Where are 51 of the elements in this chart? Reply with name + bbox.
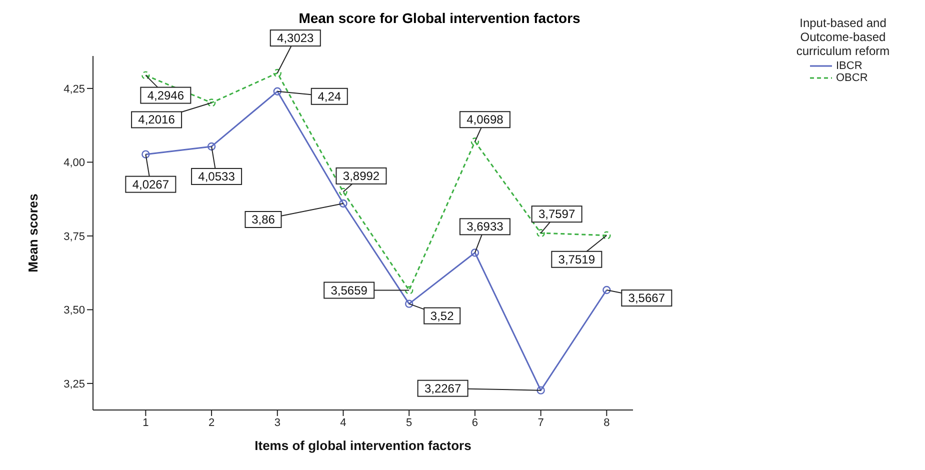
data-label: 3,7519 xyxy=(558,252,596,266)
data-label: 4,24 xyxy=(318,89,342,104)
data-label: 3,7597 xyxy=(538,207,576,222)
point xyxy=(273,68,282,78)
x-tick-label: 4 xyxy=(340,416,346,429)
data-label: 4,0698 xyxy=(466,112,504,127)
x-tick-label: 2 xyxy=(208,416,215,429)
point xyxy=(207,142,216,151)
point xyxy=(207,98,216,107)
y-tick-label: 3,25 xyxy=(64,378,85,390)
y-axis-title: Mean scores xyxy=(26,194,41,272)
point xyxy=(339,188,348,196)
point xyxy=(405,286,414,294)
point xyxy=(536,386,545,394)
data-label: 3,8992 xyxy=(342,168,380,183)
point xyxy=(470,138,480,146)
point xyxy=(602,286,611,294)
point xyxy=(602,231,611,240)
x-tick-label: 7 xyxy=(538,416,544,429)
point xyxy=(142,71,150,80)
x-tick-label: 8 xyxy=(604,416,610,429)
point xyxy=(339,199,348,208)
data-label: 4,2946 xyxy=(147,88,184,102)
data-label: 3,5659 xyxy=(330,283,368,298)
point xyxy=(470,248,480,257)
x-axis-title: Items of global intervention factors xyxy=(254,438,472,453)
data-label: 4,2016 xyxy=(138,112,176,127)
legend-label: IBCR xyxy=(836,60,864,72)
data-label: 4,3023 xyxy=(277,31,314,46)
y-tick-label: 4,25 xyxy=(64,83,85,96)
point xyxy=(536,228,545,238)
x-tick-label: 3 xyxy=(274,416,280,429)
legend-title: Input-based and Outcome-based curriculum reform xyxy=(795,16,891,58)
data-label: 3,52 xyxy=(430,308,454,323)
point xyxy=(405,300,414,308)
y-tick-label: 3,75 xyxy=(64,230,85,243)
chart-title: Mean score for Global intervention factors xyxy=(298,10,582,26)
y-tick-label: 4,00 xyxy=(64,157,85,170)
point xyxy=(142,150,150,158)
data-label: 4,0533 xyxy=(198,169,236,184)
legend-label: OBCR xyxy=(836,72,869,84)
data-label: 3,2267 xyxy=(424,381,462,396)
y-tick-label: 3,50 xyxy=(64,304,85,317)
data-label: 3,86 xyxy=(252,212,276,226)
point xyxy=(273,87,282,96)
data-label: 3,6933 xyxy=(466,220,504,234)
x-tick-label: 1 xyxy=(142,416,149,429)
x-tick-label: 6 xyxy=(472,416,478,429)
data-label: 3,5667 xyxy=(628,291,666,306)
data-label: 4,0267 xyxy=(132,177,170,192)
x-tick-label: 5 xyxy=(406,416,412,429)
